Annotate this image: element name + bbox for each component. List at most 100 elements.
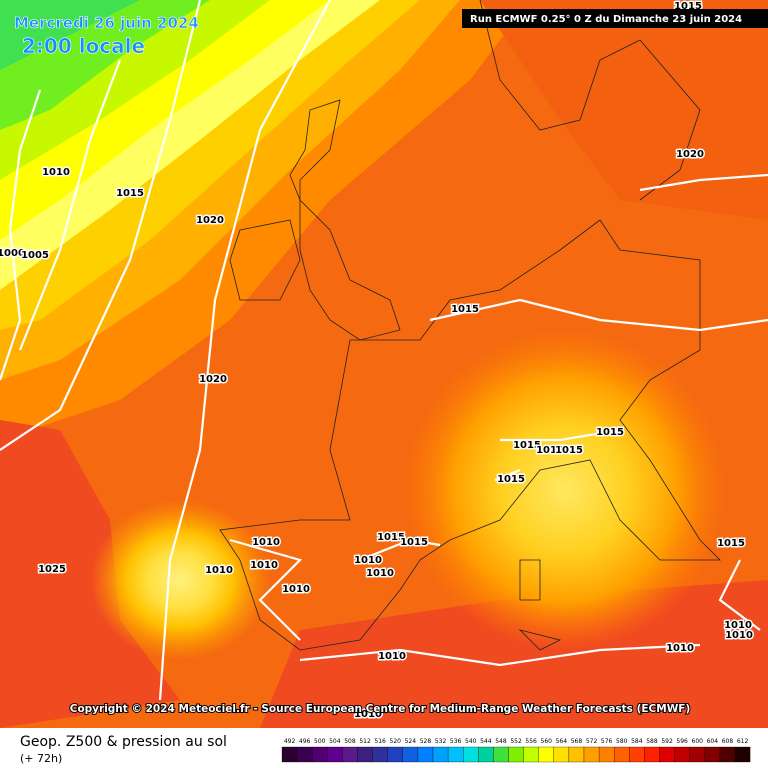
scale-swatch — [281, 746, 298, 763]
scale-label: 604 — [707, 738, 719, 745]
scale-label: 608 — [722, 738, 734, 745]
scale-swatch — [523, 746, 539, 763]
isobar-label: 1010 — [378, 651, 406, 662]
scale-label: 564 — [556, 738, 568, 745]
isobar-label: 1015 — [717, 538, 745, 549]
scale-swatch — [538, 746, 554, 763]
scale-swatch — [357, 746, 373, 763]
scale-label: 516 — [374, 738, 386, 745]
scale-swatch — [493, 746, 509, 763]
scale-swatch — [402, 746, 419, 763]
scale-label: 584 — [631, 738, 643, 745]
isobar-label: 1015 — [400, 537, 428, 548]
isobar-label: 1020 — [196, 215, 224, 226]
coastlines — [219, 0, 721, 651]
run-info: Run ECMWF 0.25° 0 Z du Dimanche 23 juin … — [470, 14, 742, 25]
isobar-label: 1015 — [555, 445, 583, 456]
isobar-label: 1015 — [116, 188, 144, 199]
scale-label: 548 — [495, 738, 507, 745]
isobar-label: 1010 — [724, 620, 752, 631]
isobar-label: 1015 — [451, 304, 479, 315]
forecast-date: Mercredi 26 juin 2024 — [14, 14, 199, 32]
scale-swatch — [432, 746, 449, 763]
isobar-label: 1010 — [282, 584, 310, 595]
isobar-label: 1020 — [199, 374, 227, 385]
scale-label: 596 — [676, 738, 688, 745]
scale-label: 580 — [616, 738, 628, 745]
scale-label: 592 — [661, 738, 673, 745]
scale-swatch — [387, 746, 403, 763]
isobar-label: 1010 — [205, 565, 233, 576]
scale-swatch — [614, 746, 630, 763]
scale-swatch — [553, 746, 570, 763]
scale-label: 520 — [390, 738, 402, 745]
scale-label: 496 — [299, 738, 311, 745]
scale-swatch — [583, 746, 600, 763]
scale-swatch — [644, 746, 660, 763]
forecast-time: 2:00 locale — [22, 34, 145, 58]
scale-swatch — [478, 746, 494, 763]
scale-label: 512 — [359, 738, 371, 745]
copyright: Copyright © 2024 Meteociel.fr - Source E… — [70, 703, 691, 715]
isobar-label: 1010 — [354, 709, 382, 720]
isobar-label: 1005 — [21, 250, 49, 261]
scale-label: 576 — [601, 738, 613, 745]
isobar-label: 1010 — [725, 630, 753, 641]
isobar-label: 1010 — [42, 167, 70, 178]
isobars — [0, 0, 768, 701]
scale-label: 560 — [541, 738, 553, 745]
scale-label: 600 — [692, 738, 704, 745]
scale-swatch — [508, 746, 524, 763]
isobar-label: 1010 — [366, 568, 394, 579]
scale-swatch — [447, 746, 464, 763]
scale-swatch — [327, 746, 343, 763]
scale-label: 528 — [420, 738, 432, 745]
scale-swatch — [629, 746, 645, 763]
isobar-label: 1020 — [676, 149, 704, 160]
isobar-label: 1000 — [0, 248, 25, 259]
scale-swatch — [568, 746, 585, 763]
scale-label: 568 — [571, 738, 583, 745]
scale-label: 500 — [314, 738, 326, 745]
isobar-label: 1015 — [596, 427, 624, 438]
scale-label: 532 — [435, 738, 447, 745]
isobar-label: 1010 — [666, 643, 694, 654]
scale-swatch — [659, 746, 675, 763]
scale-label: 536 — [450, 738, 462, 745]
field — [0, 0, 768, 728]
scale-swatch — [734, 746, 751, 763]
isobar-label: 1010 — [252, 537, 280, 548]
run-box — [462, 9, 768, 28]
scale-swatch — [719, 746, 736, 763]
isobar-label: 1015 — [377, 532, 405, 543]
scale-swatch — [372, 746, 388, 763]
scale-label: 552 — [510, 738, 522, 745]
isobar-label: 1015 — [513, 440, 541, 451]
scale-swatch — [689, 746, 705, 763]
scale-label: 492 — [284, 738, 296, 745]
scale-swatch — [312, 746, 328, 763]
isobar-label: 1015 — [497, 474, 525, 485]
isobar-label: 1010 — [354, 555, 382, 566]
isobar-label: 1015 — [536, 445, 564, 456]
scale-swatch — [704, 746, 721, 763]
footer-title: Geop. Z500 & pression au sol — [20, 734, 227, 750]
scale-swatch — [674, 746, 690, 763]
scale-label: 612 — [737, 738, 749, 745]
scale-swatch — [598, 746, 615, 763]
scale-swatch — [342, 746, 358, 763]
scale-label: 524 — [405, 738, 417, 745]
scale-label: 508 — [344, 738, 356, 745]
scale-swatch — [463, 746, 479, 763]
scale-label: 540 — [465, 738, 477, 745]
scale-label: 556 — [525, 738, 537, 745]
isobar-label: 1025 — [38, 564, 66, 575]
scale-label: 544 — [480, 738, 492, 745]
footer-lead: (+ 72h) — [20, 752, 62, 765]
scale-swatch — [417, 746, 434, 763]
isobar-label: 1010 — [250, 560, 278, 571]
color-scale: 492 496 500 504 508 512 516 520 524 528 532 536 540 5… — [281, 738, 751, 763]
scale-label: 588 — [646, 738, 658, 745]
scale-swatch — [296, 746, 313, 763]
